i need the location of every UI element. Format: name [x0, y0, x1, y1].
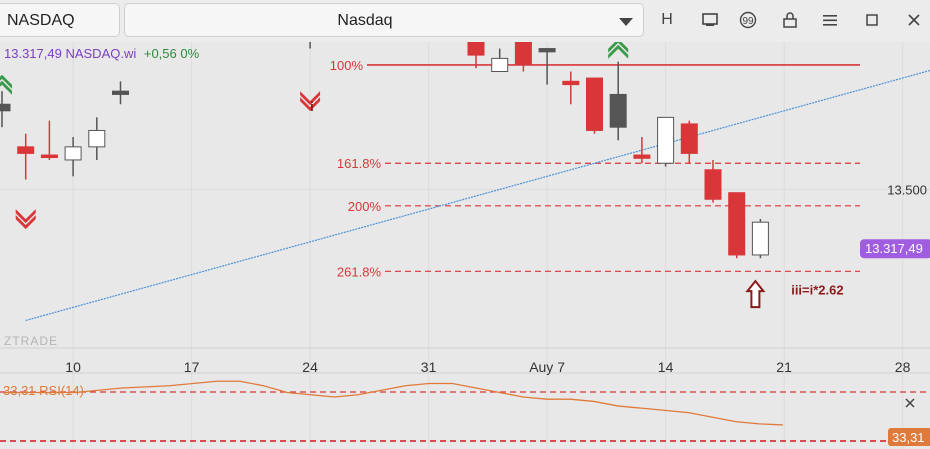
change-text: +0,56 0%	[144, 46, 200, 61]
price-header-text: 13.317,49 NASDAQ.wi +0,56 0%	[4, 46, 200, 61]
up-arrow-icon	[608, 42, 629, 53]
candle-body[interactable]	[88, 129, 106, 148]
candle-body[interactable]	[491, 57, 509, 72]
svg-text:99: 99	[742, 16, 754, 27]
menu-icon[interactable]	[818, 8, 842, 32]
rsi-value-label: 33,31	[892, 430, 925, 445]
h-button[interactable]: H	[661, 11, 673, 28]
candle-body[interactable]	[0, 103, 11, 112]
x-tick-label: 28	[895, 359, 911, 375]
current-price-label: 13.317,49	[865, 241, 923, 256]
rsi-panel[interactable]: 33,31 RSI(14) 33,31	[0, 380, 930, 446]
toolbar: NASDAQ Nasdaq H 99	[0, 0, 930, 43]
rsi-value-badge	[888, 428, 930, 446]
x-tick-label: Auy 7	[529, 359, 565, 375]
wave-label: i	[310, 99, 314, 114]
signal-arrows	[0, 42, 766, 309]
candle-body[interactable]	[538, 48, 556, 53]
candles[interactable]	[0, 42, 769, 259]
instrument-name: Nasdaq	[337, 12, 393, 29]
target-arrow-icon	[745, 279, 766, 309]
price-chart[interactable]: ZTRADE 0%100%161.8%200%261.8% iiiiii=i*2…	[0, 42, 930, 449]
up-arrow-icon	[0, 74, 12, 89]
maximize-icon[interactable]	[860, 8, 884, 32]
lock-icon[interactable]	[778, 8, 802, 32]
chart-background	[0, 42, 930, 449]
x-tick-label: 24	[302, 359, 318, 375]
candle-body[interactable]	[704, 169, 722, 200]
dropdown-arrow-icon[interactable]	[619, 18, 633, 26]
rsi-label: 33,31 RSI(14)	[3, 383, 84, 398]
x-tick-label: 21	[776, 359, 792, 375]
quote-icon[interactable]: 99	[736, 8, 760, 32]
wave-labels: iiiiii=i*2.62	[310, 99, 844, 297]
y-tick-label: 13.500	[887, 182, 927, 197]
candle-body[interactable]	[657, 116, 675, 164]
up-arrow-icon	[0, 80, 12, 95]
symbol-label: NASDAQ	[7, 12, 75, 29]
candle-body[interactable]	[64, 146, 82, 161]
x-tick-label: 31	[421, 359, 437, 375]
current-price-badge	[860, 239, 930, 259]
symbol-selector[interactable]: NASDAQ	[0, 3, 120, 37]
fib-label-261-8pct: 261.8%	[337, 264, 382, 279]
rsi-close-button[interactable]	[905, 398, 915, 408]
price-text: 13.317,49 NASDAQ.wi	[4, 46, 136, 61]
candle-body[interactable]	[586, 77, 603, 131]
fib-label-100pct: 100%	[330, 58, 364, 73]
close-icon[interactable]	[902, 8, 926, 32]
candle-body[interactable]	[680, 123, 698, 154]
candle-body[interactable]	[751, 221, 769, 256]
fib-label-161-8pct: 161.8%	[337, 156, 382, 171]
down-arrow-icon	[300, 97, 321, 112]
fib-levels[interactable]: 0%100%161.8%200%261.8%	[330, 42, 860, 279]
candle-body[interactable]	[514, 42, 532, 66]
monitor-icon[interactable]	[698, 8, 722, 32]
trendline[interactable]	[25, 65, 930, 322]
x-tick-label: 10	[65, 359, 81, 375]
grid-lines	[0, 42, 930, 449]
candle-body[interactable]	[17, 146, 35, 154]
candle-body[interactable]	[609, 93, 627, 128]
candle-body[interactable]	[467, 42, 485, 56]
wave-label: iii=i*2.62	[791, 282, 843, 297]
instrument-selector[interactable]: Nasdaq	[124, 3, 644, 37]
candle-body[interactable]	[728, 192, 746, 256]
candle-body[interactable]	[562, 80, 580, 86]
rsi-line[interactable]	[4, 380, 783, 426]
fib-label-200pct: 200%	[348, 199, 382, 214]
up-arrow-icon	[608, 44, 629, 59]
down-arrow-icon	[15, 209, 36, 224]
x-tick-label: 17	[184, 359, 200, 375]
candle-body[interactable]	[40, 154, 58, 159]
down-arrow-icon	[15, 215, 36, 230]
down-arrow-icon	[300, 91, 321, 106]
candle-body[interactable]	[633, 154, 651, 159]
candle-body[interactable]	[112, 90, 129, 95]
price-header: 13.317,49 NASDAQ.wi +0,56 0%	[4, 46, 200, 61]
close-icon[interactable]	[905, 398, 915, 408]
trendline-layer[interactable]	[25, 65, 930, 322]
watermark-text: ZTRADE	[4, 334, 58, 348]
x-tick-label: 14	[658, 359, 674, 375]
